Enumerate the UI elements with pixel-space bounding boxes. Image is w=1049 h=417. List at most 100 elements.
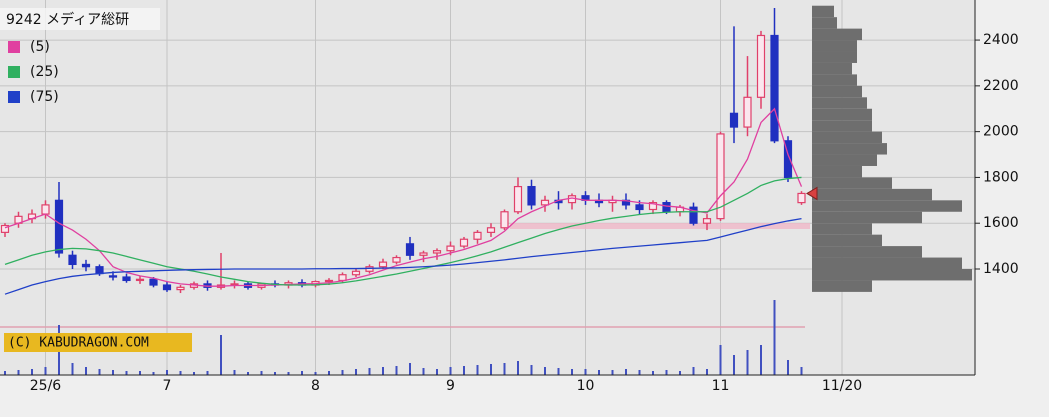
volume-bar xyxy=(314,372,317,375)
profile-bar xyxy=(812,200,962,212)
volume-bar xyxy=(193,372,195,375)
candle-body xyxy=(500,211,509,229)
candle-body xyxy=(459,238,469,247)
profile-bar xyxy=(812,40,857,52)
profile-bar xyxy=(812,143,887,155)
candle-body xyxy=(729,112,739,128)
candle-body xyxy=(540,199,550,206)
volume-bar xyxy=(692,367,695,375)
candle-body xyxy=(716,133,725,220)
candle-body xyxy=(68,254,77,266)
candle-body xyxy=(689,206,698,224)
candle-body xyxy=(756,34,766,98)
volume-bar xyxy=(490,364,492,375)
candle-body xyxy=(635,204,644,211)
candle-body xyxy=(162,284,172,291)
candle-body xyxy=(662,202,671,213)
y-tick-label: 2200 xyxy=(983,78,1019,94)
candle-body xyxy=(108,275,118,278)
volume-bar xyxy=(125,371,128,375)
volume-bar xyxy=(503,363,506,375)
legend-label: (75) xyxy=(30,89,59,105)
volume-bar xyxy=(733,355,735,375)
copyright-bg xyxy=(4,333,192,352)
volume-bar xyxy=(746,350,749,375)
profile-bar xyxy=(812,154,877,166)
volume-bar xyxy=(422,368,425,375)
volume-bar xyxy=(571,369,573,375)
candle-body xyxy=(473,231,482,240)
volume-bar xyxy=(247,372,249,375)
profile-bar xyxy=(812,188,932,201)
volume-bar xyxy=(517,361,519,375)
profile-bar xyxy=(812,62,852,75)
volume-bar xyxy=(800,367,803,375)
profile-bar xyxy=(812,74,857,86)
ma-line xyxy=(4,176,802,286)
volume-bar xyxy=(233,370,236,375)
x-tick-label: 9 xyxy=(446,378,455,394)
volume-bar xyxy=(449,367,452,375)
candle-body xyxy=(392,256,401,263)
volume-bar xyxy=(409,363,411,375)
candle-body xyxy=(743,96,752,128)
volume-bar xyxy=(274,372,276,375)
volume-bar xyxy=(557,368,560,375)
candle-body xyxy=(135,278,145,282)
candle-body xyxy=(783,140,793,179)
candle-body xyxy=(405,243,415,256)
y-tick-label: 1400 xyxy=(983,261,1019,277)
candle-body xyxy=(176,286,185,291)
y-tick-label: 1600 xyxy=(983,215,1019,231)
volume-bar xyxy=(665,370,668,375)
volume-bar xyxy=(611,370,614,375)
candle-body xyxy=(95,266,104,275)
x-tick-label: 7 xyxy=(163,378,172,394)
y-tick-label: 1800 xyxy=(983,169,1019,185)
profile-bar xyxy=(812,51,857,63)
volume-bar xyxy=(706,369,708,375)
volume-bar xyxy=(287,372,290,375)
y-tick-label: 2000 xyxy=(983,124,1019,140)
x-tick-label: 10 xyxy=(577,378,595,394)
candle-body xyxy=(702,218,712,224)
volume-bar xyxy=(139,371,141,375)
legend-label: (5) xyxy=(30,39,50,55)
y-tick-label: 2400 xyxy=(983,32,1019,48)
volume-bar xyxy=(85,367,87,375)
profile-bar xyxy=(812,165,862,178)
profile-bar xyxy=(812,28,862,41)
candle-body xyxy=(486,227,496,233)
candle-body xyxy=(378,261,388,268)
legend-swatch xyxy=(8,66,20,78)
candle-body xyxy=(797,192,806,204)
x-tick-label: 11 xyxy=(712,378,730,394)
candle-body xyxy=(81,263,91,268)
legend-swatch xyxy=(8,91,20,103)
volume-bar xyxy=(382,367,384,375)
volume-bar xyxy=(44,367,47,375)
volume-bar xyxy=(679,371,681,375)
volume-bar xyxy=(17,370,20,375)
candle-body xyxy=(527,185,536,206)
profile-bar xyxy=(812,246,922,258)
volume-bar xyxy=(179,371,182,375)
marks xyxy=(0,5,972,375)
profile-bar xyxy=(812,257,962,270)
volume-bar xyxy=(152,372,155,375)
title-bg xyxy=(0,8,160,30)
profile-bar xyxy=(812,280,872,292)
candle-body xyxy=(122,276,131,282)
profile-bar xyxy=(812,17,837,29)
candle-body xyxy=(419,252,428,256)
profile-bar xyxy=(812,177,892,189)
legend-label: (25) xyxy=(30,64,59,80)
candle-body xyxy=(351,270,361,276)
candle-body xyxy=(54,199,64,254)
volume-bar xyxy=(341,370,344,375)
volume-bar xyxy=(773,300,776,375)
candle-body xyxy=(432,250,442,254)
profile-bar xyxy=(812,97,867,109)
volume-bar xyxy=(530,365,533,375)
volume-bar xyxy=(787,360,789,375)
